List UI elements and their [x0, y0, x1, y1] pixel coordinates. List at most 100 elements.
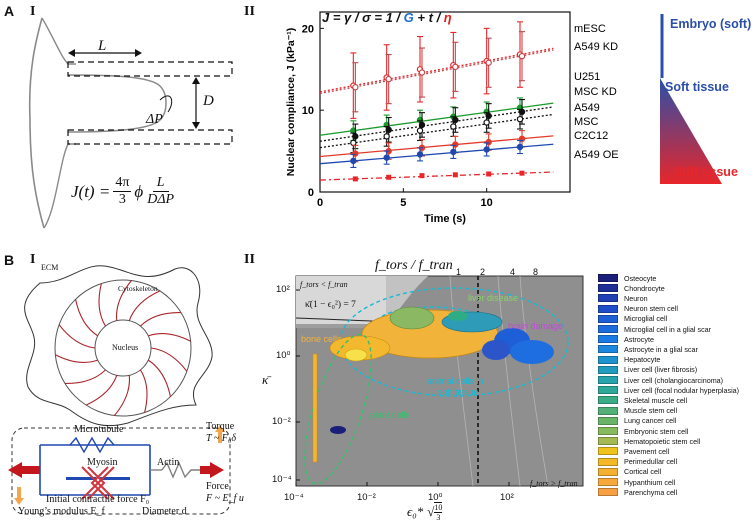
- legend-label: Pavement cell: [624, 446, 670, 456]
- ratio-tick-1: 1: [456, 267, 462, 277]
- series-label: MSC KD: [574, 86, 617, 98]
- compliance-equation: J = γ / σ = 1 / G + t / η: [322, 10, 452, 25]
- data-point: [516, 115, 524, 123]
- bone-annotation: bone cells: [301, 334, 342, 344]
- data-point: [485, 59, 492, 66]
- legend-swatch: [598, 406, 618, 415]
- data-point: [416, 127, 424, 134]
- nucleus-label: Nucleus: [112, 343, 139, 352]
- legend-item: Neuron stem cell: [598, 304, 678, 314]
- legend-item: Pavement cell: [598, 446, 669, 456]
- filament: [98, 283, 107, 327]
- data-point: [516, 143, 524, 151]
- legend-swatch: [598, 365, 618, 374]
- filament: [140, 312, 182, 327]
- equation-part-4: = 1 /: [370, 10, 404, 25]
- panel-a-ii-label: II: [244, 4, 255, 19]
- data-point: [416, 151, 424, 158]
- data-point: [418, 121, 426, 129]
- equation-part-6: +: [413, 10, 429, 25]
- region-lower-right: f_tors > f_tran: [530, 479, 578, 488]
- data-point: [485, 112, 492, 120]
- equation-part-8: /: [432, 10, 444, 25]
- formula-frac1-num: 4π: [113, 175, 132, 192]
- series-fit-line: [319, 143, 554, 165]
- legend-swatch: [598, 376, 618, 384]
- legend-item: Astrocyte: [598, 334, 654, 344]
- phase-ylabel: κ̄: [262, 372, 269, 387]
- data-point: [450, 148, 457, 156]
- formula-fraction-1: 4π 3: [113, 175, 132, 208]
- x-tick-1e-4: 10⁻⁴: [284, 492, 304, 503]
- data-point: [386, 174, 392, 180]
- filament: [115, 280, 132, 321]
- legend-swatch: [598, 427, 618, 435]
- series-fit-line: [319, 102, 554, 136]
- legend-label: Liver cell (cholangiocarcinoma): [624, 375, 724, 385]
- series-label: A549: [574, 102, 600, 114]
- data-point: [383, 154, 390, 161]
- legend-label: Neuron: [624, 293, 648, 303]
- data-point: [419, 173, 425, 179]
- legend-label: Microglial cell in a glial scar: [624, 324, 712, 334]
- formula-frac2-num: L: [152, 175, 169, 192]
- compliance-chart: 0 5 10 0 10 20 Time (s) Nuclear compliance, J (…: [285, 11, 751, 225]
- cell-model-diagram: [8, 265, 231, 515]
- animal-annotation-line1: animal cells in: [427, 376, 484, 386]
- legend-item: Osteocyte: [598, 273, 656, 283]
- x-tick-1e2: 10²: [500, 492, 514, 503]
- ratio-tick-8: 8: [533, 267, 539, 277]
- y-tick-label: 0: [308, 187, 314, 199]
- x-tick-1e-2: 10⁻²: [357, 492, 376, 503]
- panel-letter-a: A: [4, 3, 15, 19]
- y-tick-label: 10: [302, 105, 314, 117]
- data-point: [452, 172, 458, 178]
- data-point: [483, 146, 490, 153]
- scale-soft-label: Soft tissue: [665, 80, 729, 94]
- brain-annotation: brain damage: [508, 321, 564, 331]
- sqrt-fraction: 10 3: [434, 502, 443, 522]
- cytoskeleton-label: Cytoskeleton: [118, 284, 158, 293]
- data-point: [352, 84, 359, 91]
- compliance-formula: J(t) = 4π 3 ϕ L DΔP: [71, 175, 174, 208]
- myosin-label: Myosin: [87, 457, 118, 468]
- torque-formula: T ~ F₀δ: [206, 433, 237, 444]
- legend-item: Astrocyte in a glial scar: [598, 344, 698, 354]
- ecm-label: ECM: [41, 263, 59, 272]
- filament: [150, 347, 188, 372]
- legend-label: Liver cell (liver fibrosis): [624, 365, 698, 375]
- data-point: [452, 116, 459, 124]
- filament: [64, 369, 106, 384]
- actin-label: Actin: [157, 457, 180, 468]
- x-tick-1e0: 10⁰: [428, 492, 443, 503]
- data-point: [385, 126, 392, 134]
- legend-item: Muscle stem cell: [598, 406, 677, 416]
- scale-embryo-label: Embryo (soft): [670, 17, 751, 31]
- equation-part-1: γ: [344, 10, 352, 25]
- force-label: Force: [206, 481, 229, 492]
- formula-phi: ϕ: [134, 181, 144, 201]
- sqrt-sign: √: [427, 504, 435, 519]
- y-tick-1e0: 10⁰: [276, 350, 291, 361]
- diameter-label: Diameter d: [142, 506, 187, 517]
- filament: [139, 369, 148, 413]
- legend-item: Neuron: [598, 293, 648, 303]
- legend-swatch: [598, 478, 618, 486]
- filament: [85, 375, 118, 406]
- cell-type-legend: Osteocyte Chondrocyte Neuron Neuron stem ce…: [594, 273, 744, 497]
- youngs-modulus-label: Young’s modulus E_f: [18, 506, 105, 517]
- data-point: [519, 170, 525, 176]
- filament: [128, 290, 161, 321]
- legend-item: Microglial cell in a glial scar: [598, 324, 711, 334]
- equation-part-5: G: [403, 10, 414, 25]
- liver-annotation: liver disease: [468, 293, 519, 303]
- data-point: [450, 123, 457, 130]
- legend-swatch: [598, 294, 618, 303]
- legend-label: Embryonic stem cell: [624, 426, 689, 436]
- phase-xlabel: ϵ₀* √ 10 3: [407, 502, 443, 522]
- data-point: [385, 75, 392, 83]
- series-label: MSC: [574, 116, 599, 128]
- plot-frame: [319, 11, 571, 193]
- equation-part-9: η: [443, 10, 452, 25]
- x-tick-label: 0: [317, 197, 323, 209]
